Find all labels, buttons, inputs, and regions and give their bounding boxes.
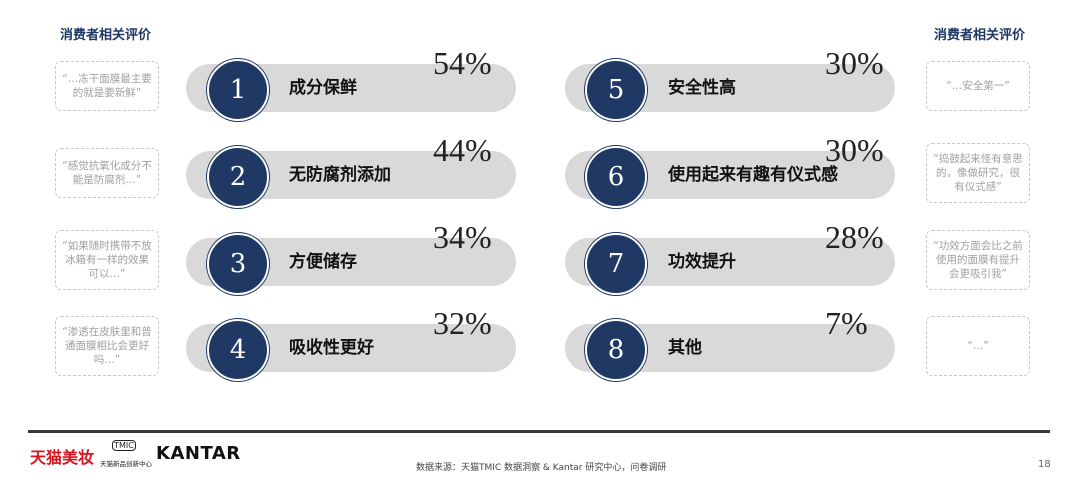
item-label: 使用起来有趣有仪式感 [668,165,838,185]
tmic-logo: TMIC [112,440,136,451]
rank-badge: 1 [207,59,269,121]
item-label: 安全性高 [668,78,736,98]
item-label: 成分保鲜 [289,78,357,98]
quote-box: “功效方面会比之前使用的面膜有提升会更吸引我” [926,230,1030,290]
quote-box: “感觉抗氧化成分不能是防腐剂…” [55,148,159,198]
rank-badge: 7 [585,233,647,295]
rank-badge: 2 [207,146,269,208]
item-label: 功效提升 [668,252,736,272]
item-percent: 44% [433,132,492,168]
page-number: 18 [1038,459,1051,470]
item-percent: 30% [825,45,884,81]
right-header: 消费者相关评价 [934,28,1026,43]
item-percent: 54% [433,45,492,81]
item-percent: 30% [825,132,884,168]
rank-badge: 3 [207,233,269,295]
quote-box: “捣鼓起来怪有意思的，像做研究，很有仪式感” [926,143,1030,203]
item-label: 无防腐剂添加 [289,165,391,185]
source-note: 数据来源：天猫TMIC 数据洞察 & Kantar 研究中心，问卷调研 [416,463,667,473]
brand-logo: 天猫美妆 [30,448,95,467]
rank-badge: 8 [585,319,647,381]
quote-box: “渗透在皮肤里和普通面膜相比会更好吗…” [55,316,159,376]
footer-rule [28,430,1050,433]
quote-box: “…安全第一” [926,61,1030,111]
kantar-logo: KANTAR [156,443,241,464]
quote-box: “…冻干面膜最主要的就是要新鲜” [55,61,159,111]
item-label: 方便储存 [289,252,357,272]
quote-box: “如果随时携带不放冰箱有一样的效果可以…” [55,230,159,290]
item-percent: 28% [825,219,884,255]
item-percent: 7% [825,305,868,341]
rank-badge: 5 [585,59,647,121]
item-percent: 34% [433,219,492,255]
left-header: 消费者相关评价 [60,28,152,43]
rank-badge: 4 [207,319,269,381]
item-percent: 32% [433,305,492,341]
tmic-caption: 天猫新品创新中心 [100,460,152,468]
item-label: 吸收性更好 [289,338,374,358]
item-label: 其他 [668,338,702,358]
quote-box: “…” [926,316,1030,376]
rank-badge: 6 [585,146,647,208]
